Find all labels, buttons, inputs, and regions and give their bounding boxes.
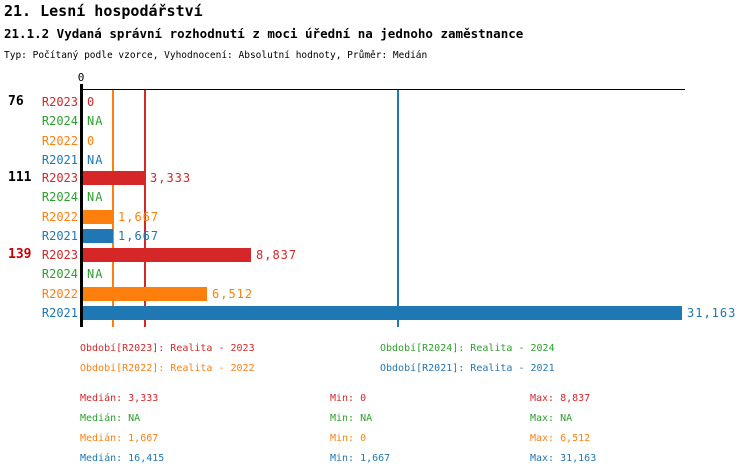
- group-label: 111: [8, 170, 32, 185]
- stat-min-r2024: Min: NA: [330, 413, 373, 424]
- stat-max-r2024: Max: NA: [530, 413, 573, 424]
- bar-r2021: [83, 229, 113, 243]
- bar-r2021: [83, 306, 682, 320]
- row-year-label: R2022: [41, 287, 78, 301]
- page-title: 21. Lesní hospodářství: [4, 2, 203, 20]
- median-line-r2023: [144, 90, 147, 327]
- row-year-label: R2022: [41, 134, 78, 148]
- row-year-label: R2023: [41, 95, 78, 109]
- bar-value-label: 6,512: [212, 287, 254, 301]
- bar-value-label: 0: [87, 95, 96, 109]
- stat-min-r2023: Min: 0: [330, 393, 367, 404]
- bar-r2023: [83, 171, 145, 185]
- stat-median-r2023: Medián: 3,333: [80, 393, 159, 404]
- bar-value-label: 3,333: [150, 171, 192, 185]
- bar-value-label: 1,667: [118, 210, 160, 224]
- chart-meta-info: Typ: Počítaný podle vzorce, Vyhodnocení:…: [4, 50, 428, 61]
- group-label: 76: [8, 94, 24, 109]
- row-year-label: R2023: [41, 171, 78, 185]
- bar-r2023: [83, 248, 251, 262]
- stat-max-r2022: Max: 6,512: [530, 433, 591, 444]
- median-line-r2022: [112, 90, 115, 327]
- bar-value-label: NA: [87, 114, 104, 128]
- y-axis-line: [80, 84, 83, 327]
- bar-r2022: [83, 210, 113, 224]
- axis-zero-tick-label: 0: [77, 71, 85, 84]
- bar-value-label: 1,667: [118, 229, 160, 243]
- stat-median-r2022: Medián: 1,667: [80, 433, 159, 444]
- stat-max-r2023: Max: 8,837: [530, 393, 591, 404]
- row-year-label: R2022: [41, 210, 78, 224]
- legend-item-r2023: Období[R2023]: Realita - 2023: [80, 343, 255, 354]
- bar-value-label: 31,163: [687, 306, 737, 320]
- bar-value-label: NA: [87, 153, 104, 167]
- median-line-r2021: [396, 90, 399, 327]
- legend-item-r2022: Období[R2022]: Realita - 2022: [80, 363, 255, 374]
- row-year-label: R2023: [41, 248, 78, 262]
- stat-max-r2021: Max: 31,163: [530, 453, 597, 464]
- bar-value-label: 0: [87, 134, 96, 148]
- bar-value-label: NA: [87, 267, 104, 281]
- bar-r2022: [83, 287, 207, 301]
- stat-min-r2021: Min: 1,667: [330, 453, 391, 464]
- chart-subtitle: 21.1.2 Vydaná správní rozhodnutí z moci …: [4, 26, 524, 41]
- row-year-label: R2024: [41, 267, 78, 281]
- stat-min-r2022: Min: 0: [330, 433, 367, 444]
- row-year-label: R2021: [41, 229, 78, 243]
- bar-value-label: NA: [87, 190, 104, 204]
- legend-item-r2024: Období[R2024]: Realita - 2024: [380, 343, 555, 354]
- row-year-label: R2021: [41, 306, 78, 320]
- stat-median-r2021: Medián: 16,415: [80, 453, 165, 464]
- x-axis-line: [80, 89, 685, 90]
- legend-item-r2021: Období[R2021]: Realita - 2021: [380, 363, 555, 374]
- bar-value-label: 8,837: [256, 248, 298, 262]
- stat-median-r2024: Medián: NA: [80, 413, 141, 424]
- row-year-label: R2024: [41, 114, 78, 128]
- row-year-label: R2021: [41, 153, 78, 167]
- group-label: 139: [8, 247, 32, 262]
- row-year-label: R2024: [41, 190, 78, 204]
